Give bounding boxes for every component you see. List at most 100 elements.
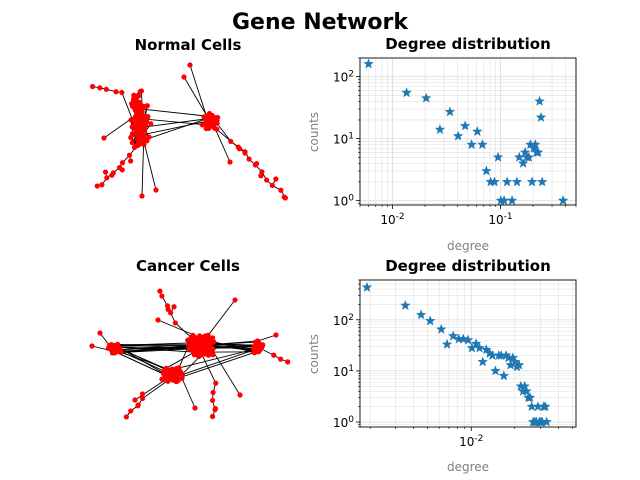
network-node bbox=[165, 306, 171, 312]
network-node bbox=[145, 114, 151, 120]
network-edge bbox=[175, 350, 259, 380]
y-tick-label: 100 bbox=[333, 194, 354, 209]
network-node bbox=[138, 132, 144, 138]
network-node bbox=[228, 138, 234, 144]
network-node bbox=[210, 352, 216, 358]
network-node bbox=[273, 176, 279, 182]
network-node bbox=[201, 114, 207, 120]
network-node bbox=[192, 405, 198, 411]
data-point bbox=[539, 401, 551, 412]
data-point bbox=[530, 139, 541, 150]
network-node bbox=[119, 167, 125, 173]
network-node bbox=[197, 347, 203, 353]
data-point bbox=[519, 380, 530, 391]
data-point bbox=[521, 385, 532, 396]
network-node bbox=[242, 150, 248, 156]
data-point bbox=[477, 356, 489, 367]
network-node bbox=[129, 124, 135, 130]
network-node bbox=[160, 377, 166, 383]
network-node bbox=[187, 62, 193, 68]
data-point bbox=[532, 146, 544, 157]
panel-title-cancer: Cancer Cells bbox=[136, 257, 240, 275]
network-node bbox=[212, 405, 219, 412]
network-node bbox=[227, 159, 233, 165]
y-tick-label: 101 bbox=[333, 132, 354, 147]
network-node bbox=[102, 169, 109, 175]
data-point bbox=[557, 195, 569, 206]
network-node bbox=[210, 335, 216, 341]
network-node bbox=[126, 152, 133, 158]
data-point bbox=[361, 281, 373, 292]
network-node bbox=[205, 341, 211, 347]
network-node bbox=[197, 351, 203, 357]
network-node bbox=[123, 414, 129, 420]
network-node bbox=[159, 293, 165, 299]
data-point bbox=[523, 151, 535, 162]
network-node bbox=[139, 193, 145, 199]
data-point bbox=[435, 323, 447, 334]
network-edge bbox=[114, 345, 199, 351]
data-point bbox=[466, 139, 477, 150]
network-node bbox=[113, 89, 119, 95]
network-edge bbox=[181, 378, 196, 409]
network-node bbox=[136, 141, 143, 147]
network-node bbox=[259, 344, 265, 350]
x-axis-label: degree bbox=[447, 239, 489, 253]
network-node bbox=[132, 397, 138, 403]
data-point bbox=[415, 309, 427, 320]
y-axis-label: counts bbox=[307, 112, 321, 152]
network-node bbox=[212, 125, 218, 131]
network-node bbox=[141, 137, 147, 143]
network-node bbox=[258, 173, 264, 179]
y-tick-label: 100 bbox=[333, 415, 354, 430]
data-point bbox=[535, 111, 547, 122]
network-edge bbox=[134, 107, 207, 117]
data-point bbox=[481, 165, 492, 176]
network-node bbox=[271, 352, 277, 358]
x-axis-label: degree bbox=[447, 460, 489, 474]
network-node bbox=[210, 346, 216, 352]
network-node bbox=[278, 187, 284, 193]
network-node bbox=[188, 338, 194, 344]
chart-title: Degree distribution bbox=[385, 257, 551, 275]
degree-chart-normal: Degree distribution degree counts 10-2 10… bbox=[307, 35, 577, 253]
network-node bbox=[133, 114, 139, 120]
data-point bbox=[501, 176, 513, 187]
network-node bbox=[135, 402, 141, 408]
x-tick-label: 10-1 bbox=[488, 212, 512, 227]
network-edge bbox=[141, 139, 145, 197]
network-node bbox=[161, 368, 167, 374]
network-node bbox=[99, 182, 105, 188]
network-edge bbox=[171, 349, 255, 379]
network-node bbox=[128, 158, 134, 164]
network-node bbox=[281, 194, 287, 200]
network-graph-cancer bbox=[89, 288, 291, 420]
network-node bbox=[259, 169, 265, 175]
data-point bbox=[536, 176, 548, 187]
network-node bbox=[103, 86, 109, 92]
network-node bbox=[181, 74, 187, 80]
network-node bbox=[137, 104, 144, 110]
network-node bbox=[133, 96, 139, 102]
network-node bbox=[111, 343, 117, 349]
data-point bbox=[452, 130, 464, 141]
network-node bbox=[116, 345, 122, 352]
data-point bbox=[489, 176, 500, 187]
network-node bbox=[165, 378, 171, 384]
network-node bbox=[132, 119, 138, 126]
network-node bbox=[94, 183, 100, 189]
network-edge bbox=[145, 116, 212, 140]
data-point bbox=[507, 352, 519, 363]
network-node bbox=[211, 118, 217, 124]
network-node bbox=[210, 389, 216, 396]
data-point bbox=[490, 365, 501, 376]
network-node bbox=[191, 349, 198, 355]
network-node bbox=[144, 103, 150, 109]
data-point bbox=[474, 342, 485, 353]
data-point bbox=[470, 338, 482, 349]
network-node bbox=[172, 371, 179, 377]
network-node bbox=[179, 375, 185, 381]
network-edge bbox=[99, 332, 110, 346]
x-tick-label: 10-2 bbox=[459, 434, 483, 449]
